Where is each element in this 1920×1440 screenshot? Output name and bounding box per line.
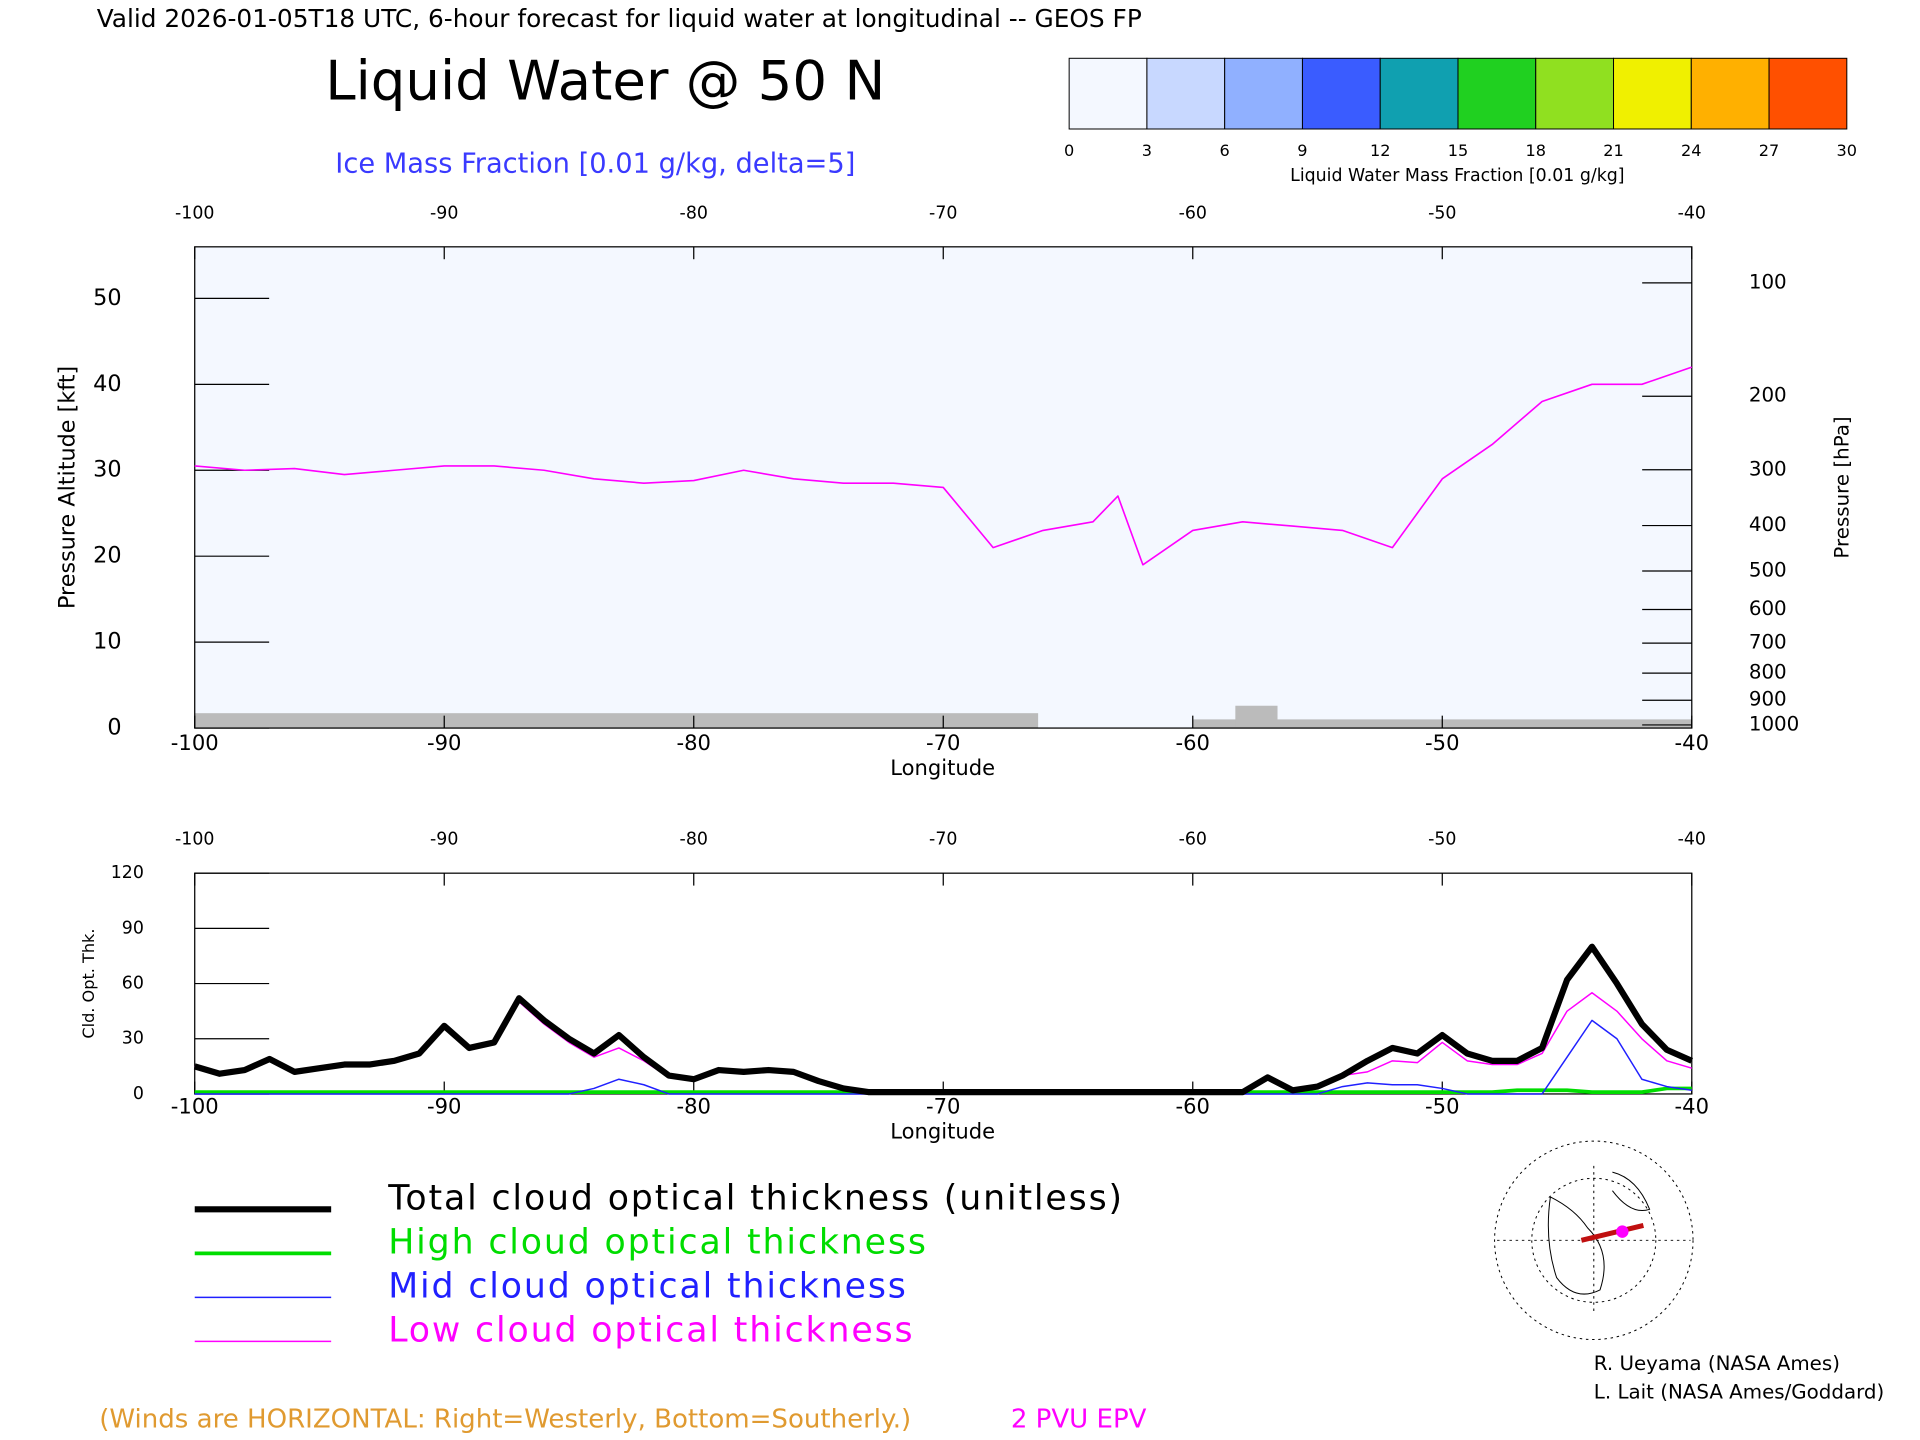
y2-tick-label: 600	[1749, 597, 1787, 620]
x-tick-label-top: -60	[1179, 830, 1207, 850]
epv-legend: 2 PVU EPV	[1011, 1405, 1147, 1435]
x-tick-label-top: -80	[680, 830, 708, 850]
x-tick-label: -40	[1675, 1094, 1709, 1119]
x-tick-label-top: -80	[680, 203, 708, 223]
x-tick-label: -90	[427, 1094, 461, 1119]
x-tick-label: -70	[926, 730, 960, 755]
x-tick-label: -80	[677, 730, 711, 755]
y-tick-label: 20	[93, 543, 121, 569]
x-tick-label-top: -70	[929, 830, 957, 850]
colorbar-tick-label: 0	[1064, 141, 1074, 160]
credit: R. Ueyama (NASA Ames)	[1594, 1352, 1840, 1375]
legend-label: Mid cloud optical thickness	[388, 1266, 908, 1306]
colorbar-tick-label: 6	[1220, 141, 1230, 160]
colorbar-swatch	[1224, 57, 1303, 130]
x-tick-label: -70	[926, 1094, 960, 1119]
y-tick-label: 0	[133, 1084, 144, 1104]
y-axis-label: Pressure Altitude [kft]	[55, 366, 81, 609]
x-tick-label-top: -50	[1428, 830, 1456, 850]
colorbar-swatch	[1146, 57, 1226, 130]
y-tick-label: 40	[93, 371, 121, 397]
x-axis-label: Longitude	[890, 755, 995, 780]
x-tick-label-top: -50	[1428, 203, 1456, 223]
subtitle: Ice Mass Fraction [0.01 g/kg, delta=5]	[335, 148, 855, 179]
x-tick-label-top: -70	[929, 203, 957, 223]
colorbar-swatch	[1690, 57, 1770, 130]
x-tick-label: -80	[677, 1094, 711, 1119]
y-tick-label: 120	[111, 863, 144, 883]
x-tick-label: -60	[1176, 1094, 1210, 1119]
x-tick-label: -60	[1176, 730, 1210, 755]
colorbar-swatch	[1301, 57, 1381, 130]
y-tick-label: 30	[93, 457, 121, 483]
chart-title: Liquid Water @ 50 N	[325, 48, 885, 112]
series-line	[194, 992, 1692, 1093]
legend-label: Total cloud optical thickness (unitless)	[387, 1178, 1124, 1218]
x-tick-label: -40	[1675, 730, 1709, 755]
legend-label: Low cloud optical thickness	[388, 1310, 914, 1350]
colorbar-swatch	[1068, 57, 1148, 130]
colorbar-tick-label: 12	[1370, 141, 1390, 160]
y2-tick-label: 100	[1749, 270, 1787, 293]
colorbar-swatch	[1613, 57, 1692, 130]
x-tick-label: -50	[1425, 730, 1459, 755]
y-tick-label: 10	[93, 629, 121, 655]
x-tick-label-top: -90	[430, 830, 458, 850]
x-tick-label-top: -100	[175, 203, 214, 223]
colorbar-tick-label: 27	[1759, 141, 1780, 160]
x-axis-label: Longitude	[890, 1118, 995, 1143]
colorbar-swatch	[1535, 57, 1615, 130]
y2-tick-label: 300	[1749, 457, 1787, 480]
locator-map	[1494, 1140, 1694, 1341]
colorbar-swatch	[1379, 57, 1459, 130]
series-line	[193, 943, 1694, 1096]
y-tick-label: 90	[122, 918, 144, 938]
x-tick-label-top: -60	[1179, 203, 1207, 223]
colorbar-tick-label: 30	[1837, 141, 1858, 160]
x-tick-label: -100	[171, 1094, 219, 1119]
x-tick-label-top: -90	[430, 203, 458, 223]
colorbar-tick-label: 3	[1142, 141, 1152, 160]
y2-axis-label: Pressure [hPa]	[1831, 416, 1854, 558]
y-tick-label: 0	[107, 715, 121, 741]
x-tick-label-top: -100	[175, 830, 214, 850]
y2-tick-label: 900	[1749, 688, 1787, 711]
colorbar-tick-label: 21	[1603, 141, 1624, 160]
y2-tick-label: 500	[1749, 558, 1787, 581]
x-tick-label: -90	[427, 730, 461, 755]
colorbar-tick-label: 18	[1526, 141, 1547, 160]
y-tick-label: 30	[122, 1029, 144, 1049]
x-tick-label: -100	[171, 730, 219, 755]
credit: L. Lait (NASA Ames/Goddard)	[1594, 1380, 1884, 1403]
legend-label: High cloud optical thickness	[388, 1222, 928, 1262]
y2-tick-label: 400	[1749, 513, 1787, 536]
colorbar-swatch	[1768, 57, 1848, 130]
colorbar-swatch	[1457, 57, 1537, 130]
y2-tick-label: 200	[1749, 384, 1787, 407]
y-axis-label: Cld. Opt. Thk.	[79, 928, 98, 1038]
x-tick-label-top: -40	[1678, 203, 1706, 223]
colorbar-label: Liquid Water Mass Fraction [0.01 g/kg]	[1290, 166, 1624, 186]
x-tick-label: -50	[1425, 1094, 1459, 1119]
colorbar-tick-label: 15	[1448, 141, 1469, 160]
colorbar-tick-label: 9	[1297, 141, 1307, 160]
header: Valid 2026-01-05T18 UTC, 6-hour forecast…	[97, 4, 1142, 33]
y2-tick-label: 700	[1749, 631, 1787, 654]
x-tick-label-top: -40	[1678, 830, 1706, 850]
y-tick-label: 50	[93, 285, 121, 311]
y2-tick-label: 1000	[1749, 712, 1799, 735]
y-tick-label: 60	[122, 974, 144, 994]
colorbar-tick-label: 24	[1681, 141, 1702, 160]
epv-line	[194, 366, 1693, 566]
y2-tick-label: 800	[1749, 661, 1787, 684]
footnote: (Winds are HORIZONTAL: Right=Westerly, B…	[99, 1405, 911, 1435]
